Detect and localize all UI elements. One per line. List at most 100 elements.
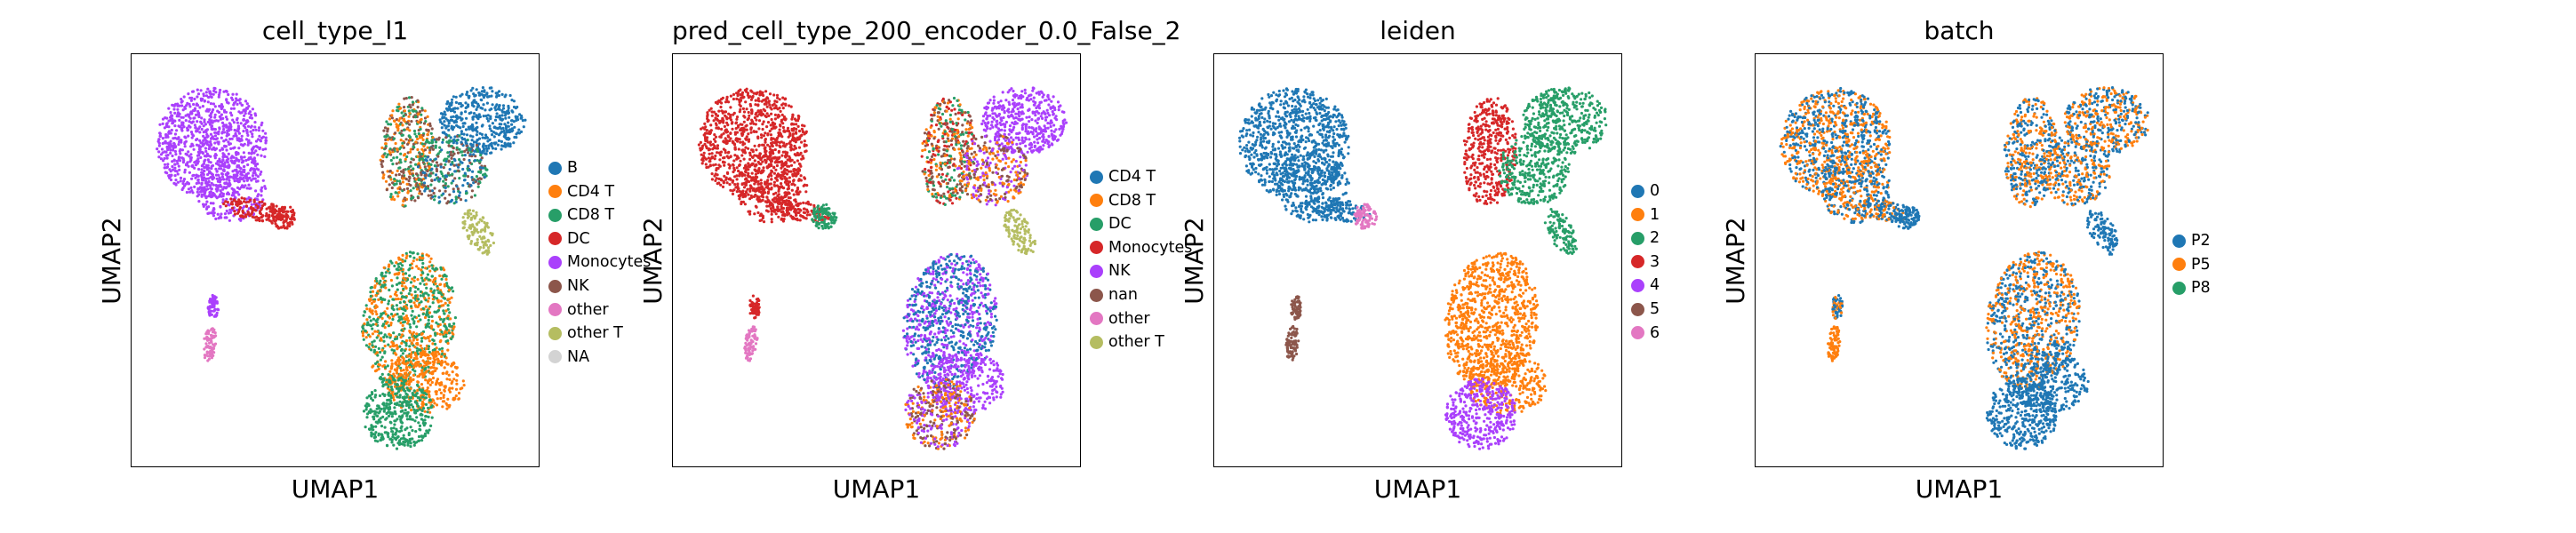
scatter-point: [427, 129, 430, 132]
scatter-point: [373, 345, 378, 348]
scatter-point: [762, 120, 765, 123]
scatter-point: [207, 211, 211, 215]
scatter-point: [380, 163, 383, 166]
scatter-point: [482, 103, 485, 107]
scatter-point: [431, 140, 435, 144]
scatter-point: [426, 308, 429, 312]
scatter-point: [402, 387, 405, 391]
scatter-point: [700, 153, 703, 156]
scatter-point: [407, 292, 411, 296]
legend-label: B: [567, 159, 579, 177]
scatter-point: [426, 185, 430, 188]
scatter-point: [435, 167, 438, 171]
legend-item: B: [548, 156, 578, 179]
scatter-point: [713, 133, 716, 137]
scatter-point: [462, 226, 466, 229]
scatter-point: [428, 383, 432, 386]
scatter-point: [428, 158, 432, 162]
scatter-point: [202, 172, 205, 177]
scatter-point: [408, 150, 412, 154]
scatter-point: [394, 433, 397, 436]
scatter-point: [756, 97, 760, 100]
scatter-point: [436, 163, 440, 167]
scatter-point: [398, 187, 402, 191]
scatter-point: [514, 115, 517, 118]
scatter-point: [199, 120, 203, 123]
scatter-point: [481, 251, 484, 255]
scatter-point: [380, 348, 384, 352]
scatter-point: [412, 256, 416, 259]
scatter-point: [182, 125, 186, 129]
scatter-point: [710, 114, 714, 117]
scatter-point: [449, 153, 452, 156]
scatter-point: [402, 154, 406, 157]
scatter-point: [242, 130, 245, 133]
scatter-point: [201, 152, 204, 155]
scatter-point: [397, 102, 401, 106]
scatter-point: [375, 313, 379, 316]
scatter-point: [404, 272, 408, 275]
scatter-point: [742, 110, 747, 114]
scatter-point: [371, 327, 374, 330]
scatter-point: [176, 107, 180, 111]
scatter-point: [430, 189, 434, 193]
scatter-point: [396, 273, 400, 276]
scatter-point: [757, 127, 761, 131]
scatter-point: [706, 111, 709, 115]
scatter-point: [426, 169, 429, 173]
scatter-point: [174, 179, 178, 182]
scatter-point: [471, 100, 475, 104]
scatter-point: [213, 115, 217, 119]
scatter-point: [277, 227, 281, 230]
scatter-point: [412, 366, 416, 370]
scatter-point: [476, 178, 480, 181]
scatter-point: [417, 434, 421, 439]
scatter-point: [368, 335, 372, 338]
scatter-point: [261, 179, 265, 182]
scatter-point: [449, 163, 452, 166]
scatter-point: [423, 148, 427, 152]
scatter-point: [275, 224, 278, 228]
scatter-point: [368, 427, 372, 431]
scatter-point: [368, 299, 372, 303]
scatter-point: [391, 317, 395, 322]
scatter-point: [732, 97, 735, 101]
scatter-point: [200, 181, 204, 185]
scatter-point: [417, 120, 420, 124]
scatter-point: [376, 354, 380, 357]
scatter-point: [208, 123, 212, 126]
scatter-point: [205, 200, 209, 203]
scatter-point: [374, 410, 378, 414]
scatter-point: [374, 293, 378, 298]
scatter-point: [434, 173, 438, 177]
scatter-point: [267, 206, 270, 210]
legend-marker: [548, 255, 562, 269]
scatter-point: [697, 143, 700, 147]
scatter-point: [455, 139, 459, 142]
scatter-point: [264, 136, 268, 139]
scatter-point: [389, 278, 393, 282]
scatter-point: [210, 172, 213, 176]
scatter-point: [225, 192, 228, 195]
scatter-point: [394, 191, 397, 195]
scatter-point: [428, 151, 431, 155]
scatter-point: [365, 323, 369, 327]
scatter-point: [251, 135, 254, 139]
scatter-point: [407, 179, 411, 183]
scatter-point: [397, 172, 401, 177]
scatter-point: [447, 128, 451, 131]
scatter-point: [213, 87, 217, 91]
scatter-point: [247, 112, 251, 115]
scatter-point: [236, 190, 239, 194]
scatter-point: [444, 132, 448, 136]
scatter-point: [405, 316, 409, 320]
scatter-point: [498, 114, 501, 117]
scatter-point: [219, 105, 222, 108]
scatter-point: [210, 167, 213, 171]
scatter-point: [395, 427, 398, 431]
scatter-point: [177, 158, 180, 162]
scatter-point: [241, 214, 244, 218]
scatter-point: [232, 173, 236, 177]
scatter-point: [451, 380, 454, 384]
scatter-point: [423, 410, 427, 413]
